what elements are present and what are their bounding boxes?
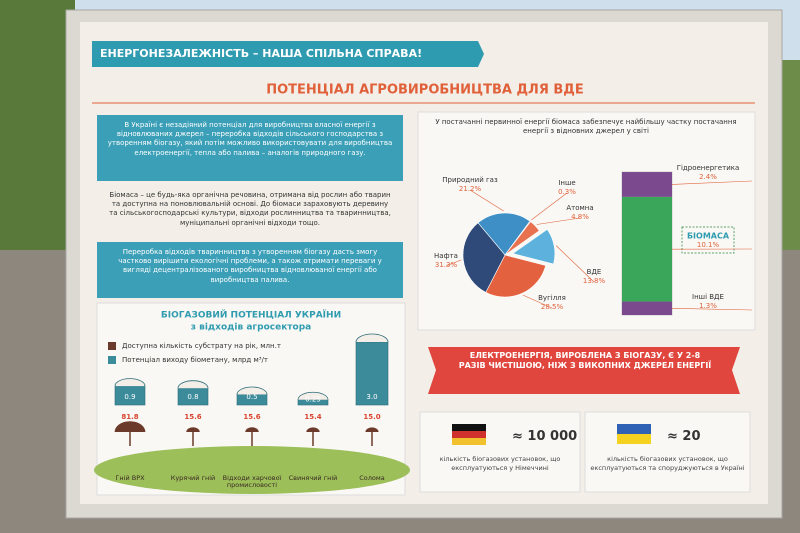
pie-value: 4.8% [571,213,589,221]
stat-box [419,411,581,493]
substrate-value: 15.6 [184,413,201,421]
paragraph: Переробка відходів тваринництва з утворе… [97,242,403,298]
pie-slice [462,222,506,293]
legend-label: Потенціал виходу біометану, млрд м³/т [122,356,268,364]
pie-value: 13.8% [583,277,606,285]
title: ПОТЕНЦІАЛ АГРОВИРОБНИЦТВА ДЛЯ ВДЕ [266,83,584,98]
flag-de [452,424,486,431]
category-label: Свинячий гній [288,474,338,482]
bar-segment [622,196,672,302]
banner-shape [92,41,484,67]
silo-value: 0.25 [305,395,321,403]
pie-label: Природний газ [442,176,498,184]
silo-dome [236,386,268,395]
leader-line [445,259,462,267]
substrate-value: 81.8 [121,413,138,421]
section-subtitle: з відходів агросектора [191,322,311,333]
bar-segment [622,172,672,197]
stat-caption: кількість біогазових установок, що експл… [439,455,561,472]
flag-de [452,431,486,438]
silo-value: 0.8 [187,393,198,401]
pie-value: 0.3% [558,188,576,196]
pie-value: 21.2% [459,185,482,193]
pie-value: 31.3% [435,261,458,269]
leader-line [671,307,753,311]
leader-line [531,192,568,221]
substrate-value: 15.0 [363,413,380,421]
leader-line [555,245,595,283]
substrate-mound [245,427,259,432]
substrate-mound [365,427,379,432]
bar-value: 2.4% [699,173,717,181]
section-title: БІОГАЗОВИЙ ПОТЕНЦІАЛ УКРАЇНИ [161,309,341,321]
stat-value: ≈ 20 [667,429,701,444]
category-label: Курячий гній [170,474,216,482]
callout: ЕЛЕКТРОЕНЕРГІЯ, ВИРОБЛЕНА З БІОГАЗУ, Є У… [458,351,712,371]
silo-dome [114,378,146,387]
leader-line [522,294,553,309]
flag-ua [617,424,651,434]
silo-value: 0.9 [124,393,135,401]
pie-label: Вугілля [538,294,566,302]
chart-title: У постачанні первинної енергії біомаса з… [435,118,737,136]
ground [94,446,410,494]
leader-line [671,180,753,185]
category-label: Відходи харчової промисловості [222,474,282,490]
substrate-mound [306,427,320,432]
callout-shape [428,347,740,394]
bar-label: Інші ВДЕ [692,293,724,301]
pie-label: Атомна [566,204,593,212]
pie-value: 28.5% [541,303,564,311]
leader-line [469,189,504,212]
bar-label: БІОМАСА [687,232,730,241]
legend-swatch [108,342,116,350]
label-box [681,226,735,254]
silo-dome [355,333,389,343]
stat-box [584,411,751,493]
pie-slice [485,254,547,298]
energy-panel [417,111,756,331]
leader-line [536,217,581,225]
category-label: Гній ВРХ [115,474,145,482]
silo-dome [177,380,209,389]
silo-dome [297,391,329,400]
category-label: Солома [359,474,385,482]
pie-slice [512,228,556,265]
flag-de [452,438,486,445]
bar-value: 10.1% [697,241,720,249]
silo-value: 3.0 [366,393,377,401]
silo-value: 0.5 [246,393,257,401]
bar-value: 1.3% [699,302,717,310]
legend-label: Доступна кількість субстрату на рік, млн… [122,342,281,350]
bar-label: Гідроенергетика [677,164,740,172]
pie-label: Інше [558,179,575,187]
pie-label: ВДЕ [587,268,602,276]
stat-caption: кількість біогазових установок, що експл… [590,455,745,472]
trees [0,0,75,250]
pie-slice [477,212,531,256]
banner: ЕНЕРГОНЕЗАЛЕЖНІСТЬ – НАША СПІЛЬНА СПРАВА… [100,47,422,60]
paragraph: В Україні є незадіяний потенціал для вир… [97,115,403,181]
bar-segment [622,301,672,315]
substrate-mound [114,421,146,432]
paragraph: Біомаса – це будь-яка органічна речовина… [109,191,391,227]
stat-value: ≈ 10 000 [512,429,578,444]
pie-label: Нафта [434,252,458,260]
legend-swatch [108,356,116,364]
substrate-value: 15.4 [304,413,321,421]
flag-ua [617,434,651,444]
substrate-value: 15.6 [243,413,260,421]
substrate-mound [186,427,200,432]
pie-slice [504,221,540,256]
